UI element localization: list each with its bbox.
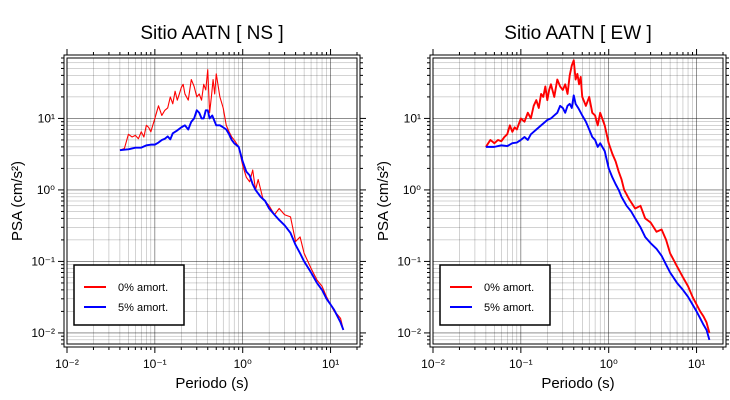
plot-frame (432, 57, 724, 345)
legend-label: 0% amort. (118, 282, 168, 294)
chart-title: Sitio AATN [ EW ] (504, 23, 651, 44)
series-line-5pct (119, 109, 345, 331)
legend-box (73, 264, 185, 326)
x-axis-label: Periodo (s) (541, 375, 614, 392)
y-axis-label: PSA (cm/s²) (375, 161, 392, 241)
legend-box (439, 264, 551, 326)
x-axis-label: Periodo (s) (175, 375, 248, 392)
legend-label: 5% amort. (484, 302, 534, 314)
series-line-0pct (119, 69, 344, 331)
x-tick-label: 10⁻¹ (509, 357, 533, 371)
y-tick-label: 10⁰ (403, 183, 421, 197)
x-tick-label: 10⁰ (234, 357, 252, 371)
legend-label: 5% amort. (118, 302, 168, 314)
legend-label: 0% amort. (484, 282, 534, 294)
y-tick-label: 10¹ (38, 111, 55, 125)
x-tick-label: 10¹ (322, 357, 339, 371)
series-line-5pct (485, 94, 711, 341)
y-tick-label: 10⁻² (397, 326, 421, 340)
y-tick-label: 10⁻¹ (397, 254, 421, 268)
axis-ticks (58, 49, 366, 353)
y-axis-label: PSA (cm/s²) (9, 161, 26, 241)
y-tick-label: 10⁰ (37, 183, 55, 197)
x-tick-label: 10⁻² (55, 357, 79, 371)
y-tick-label: 10⁻¹ (31, 254, 55, 268)
y-tick-label: 10⁻² (31, 326, 55, 340)
series-line-0pct (485, 59, 711, 334)
x-tick-label: 10⁰ (600, 357, 618, 371)
x-tick-label: 10⁻¹ (143, 357, 167, 371)
x-tick-label: 10¹ (688, 357, 705, 371)
chart-panel-1: 10⁻² 10⁻¹ 10⁰ 10¹ 10⁻² 10⁻¹ 10⁰ 10¹ Sitio AATN [… (9, 23, 366, 392)
x-tick-label: 10⁻² (421, 357, 445, 371)
legend: 0% amort. 5% amort. (439, 264, 551, 326)
plot-frame (66, 57, 358, 345)
axis-ticks (424, 49, 730, 353)
chart-title: Sitio AATN [ NS ] (140, 23, 283, 44)
legend: 0% amort. 5% amort. (73, 264, 185, 326)
y-tick-label: 10¹ (404, 111, 421, 125)
chart-panel-2: 10⁻² 10⁻¹ 10⁰ 10¹ 10⁻² 10⁻¹ 10⁰ 10¹ Sitio AATN [… (375, 23, 730, 392)
